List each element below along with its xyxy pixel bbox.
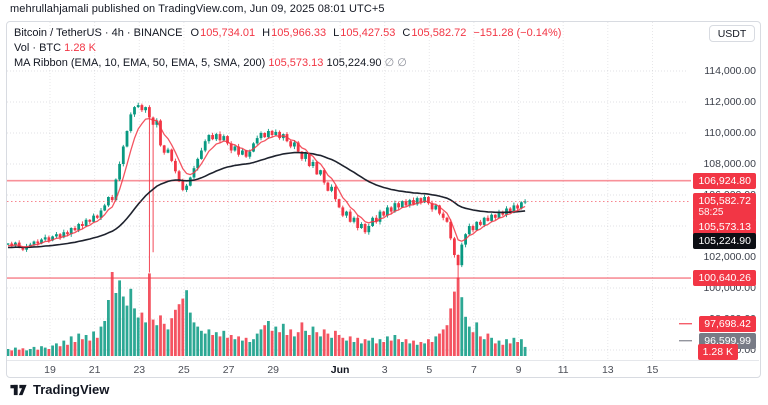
close-value: 105,582.72 [411, 27, 467, 39]
level-lines-layer [7, 179, 692, 342]
candles-layer [6, 102, 527, 280]
close-label: C [402, 27, 411, 39]
price-axis-label: 102,000.00 [703, 251, 756, 263]
current-price-badge: 105,582.72 58:25 [693, 193, 756, 221]
high-value: 105,966.33 [271, 27, 327, 39]
time-axis-label: 23 [133, 364, 146, 376]
symbol-legend-row[interactable]: Bitcoin / TetherUS · 4h · BINANCE O105,73… [14, 26, 561, 41]
price-axis-label: 108,000.00 [703, 158, 756, 170]
ema-line [8, 117, 526, 248]
price-axis-label: 112,000.00 [704, 96, 756, 108]
time-axis-label: 5 [426, 364, 433, 376]
price-axis-label: 114,000.00 [704, 65, 756, 77]
open-value: 105,734.01 [200, 27, 256, 39]
level-badge-96599: 96,599.99 [699, 332, 756, 349]
time-axis-label: 7 [470, 364, 477, 376]
ma-ribbon-value-2: 105,224.90 [326, 57, 382, 69]
price-axis[interactable]: 114,000.00 112,000.00 110,000.00 108,000.00… [686, 0, 768, 405]
time-axis-label: 15 [646, 364, 659, 376]
level-badge-97698: 97,698.42 [699, 315, 756, 332]
time-axis[interactable]: 19 21 23 25 27 29 Jun 3 5 7 9 11 13 15 [7, 360, 759, 378]
volume-value-badge: 1.28 K [697, 344, 738, 360]
time-axis-label: 27 [222, 364, 235, 376]
level-badge-100640: 100,640.26 [693, 270, 756, 287]
change-value: −151.28 (−0.14%) [473, 27, 562, 39]
sma-line [7, 151, 526, 249]
time-axis-label: 13 [601, 364, 614, 376]
time-axis-label: Jun [330, 364, 350, 376]
time-axis-label: 21 [88, 364, 101, 376]
ma-ribbon-legend-row[interactable]: MA Ribbon (EMA, 10, EMA, 50, EMA, 5, SMA… [14, 56, 561, 71]
ma-ribbon-label: MA Ribbon (EMA, 10, EMA, 50, EMA, 5, SMA… [14, 57, 266, 69]
grid-layer [7, 22, 688, 359]
volume-layer [6, 272, 527, 356]
ma-ribbon-layer [7, 117, 526, 249]
time-axis-label: 29 [267, 364, 280, 376]
ma-ribbon-value-1: 105,573.13 [268, 57, 324, 69]
time-axis-label: 25 [178, 364, 190, 376]
currency-button[interactable]: USDT [709, 25, 755, 42]
high-label: H [262, 27, 271, 39]
low-label: L [333, 27, 340, 39]
attribution-text: mehrullahjamali published on TradingView… [10, 3, 385, 15]
volume-legend-row[interactable]: Vol · BTC 1.28 K [14, 41, 561, 56]
chart-legend: Bitcoin / TetherUS · 4h · BINANCE O105,73… [14, 26, 561, 71]
tradingview-logo-icon [10, 384, 27, 395]
tradingview-logo-text: TradingView [33, 382, 110, 397]
volume-value: 1.28 K [64, 42, 96, 54]
time-axis-label: 19 [44, 364, 56, 376]
open-label: O [190, 27, 200, 39]
symbol-title: Bitcoin / TetherUS · 4h · BINANCE [14, 27, 183, 39]
level-badge-106924: 106,924.80 [693, 172, 756, 189]
ema-value-badge: 105,573.13 [693, 219, 756, 235]
time-axis-label: 3 [381, 364, 388, 376]
tradingview-logo-link[interactable]: TradingView [10, 382, 109, 397]
ma-ribbon-empty-values: ∅ ∅ [384, 57, 407, 69]
low-value: 105,427.53 [340, 27, 396, 39]
time-axis-label: 9 [515, 364, 522, 376]
sma-value-badge: 105,224.90 [693, 233, 756, 249]
volume-label: Vol · BTC [14, 42, 62, 54]
time-axis-label: 11 [557, 364, 569, 376]
price-axis-label: 110,000.00 [704, 127, 756, 139]
